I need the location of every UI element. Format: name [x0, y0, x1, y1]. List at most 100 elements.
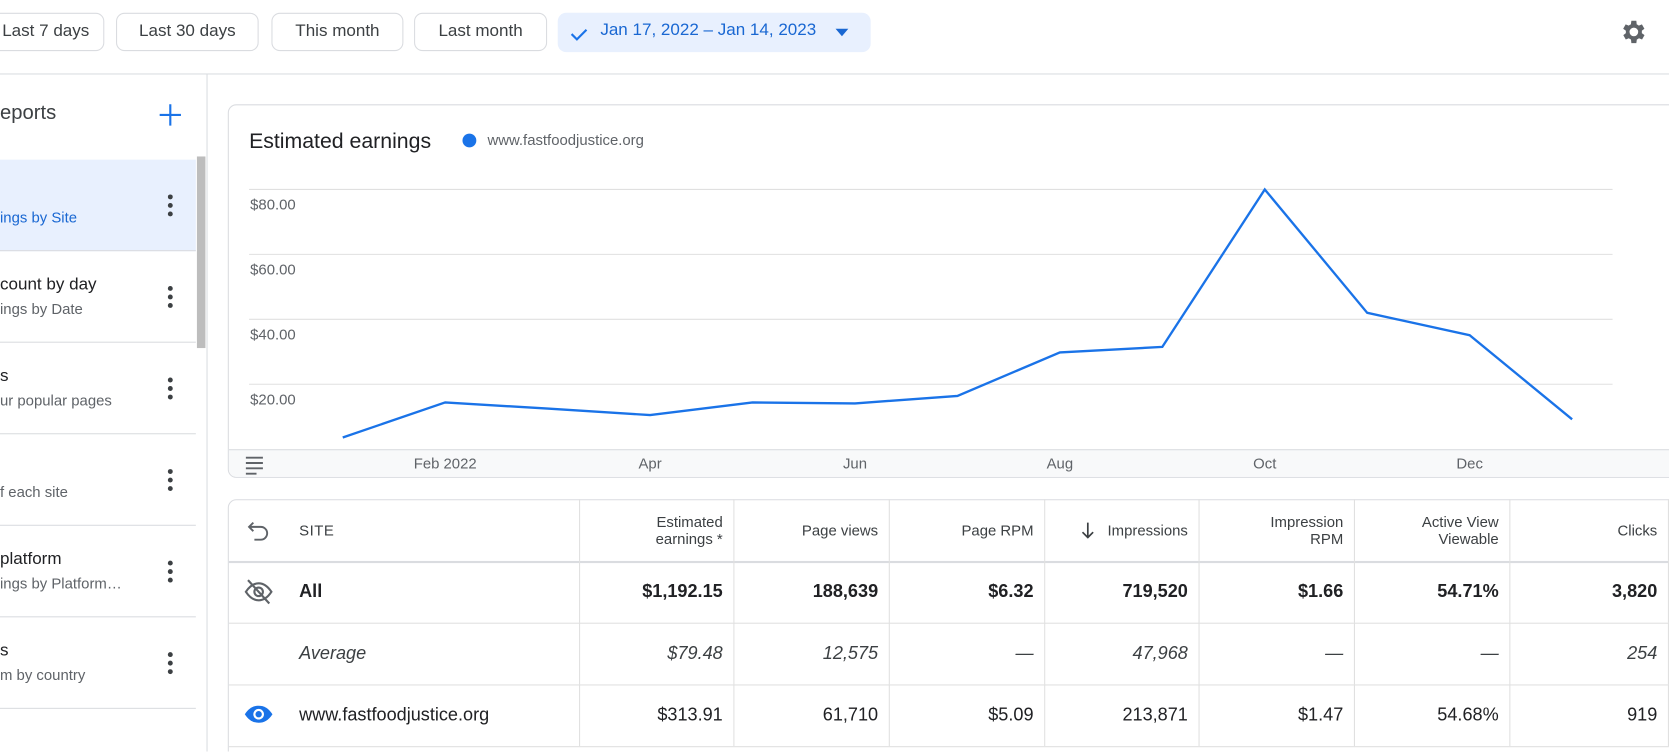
sort-icon	[1080, 522, 1095, 539]
top-divider	[0, 73, 1669, 75]
table-cell: $6.32	[890, 560, 1046, 623]
table-cell: —	[1200, 622, 1355, 685]
y-tick-label: $20.00	[250, 392, 296, 408]
table-cell: $1.47	[1200, 684, 1355, 747]
visible-icon	[244, 701, 274, 727]
table-cell: 719,520	[1045, 560, 1200, 623]
filter-button[interactable]: Last month	[414, 12, 548, 52]
report-item[interactable]	[0, 343, 196, 435]
filter-button[interactable]: This month	[271, 12, 404, 52]
date-range: Jan 17, 2022 – Jan 14, 2023	[600, 21, 817, 40]
chart-card	[227, 104, 1669, 478]
hidden-icon-glyph	[244, 579, 273, 605]
table-cell: 54.71%	[1355, 560, 1511, 623]
y-tick-label: $80.00	[250, 198, 296, 214]
x-tick-label: Feb 2022	[414, 456, 477, 472]
sort-icon-glyph	[1081, 522, 1094, 539]
sidebar-title: eports	[0, 102, 57, 125]
column-header: Page views	[734, 499, 890, 561]
table-cell: 254	[1510, 622, 1669, 685]
report-item[interactable]	[0, 251, 196, 343]
more-icon	[164, 560, 177, 583]
table-cell: —	[890, 622, 1046, 685]
report-subtitle: f each site	[0, 483, 68, 501]
date-range-button[interactable]: Jan 17, 2022 – Jan 14, 2023	[557, 12, 871, 53]
x-tick-label: Oct	[1253, 456, 1277, 472]
column-header: Impressions	[1045, 499, 1200, 561]
visible-icon-glyph	[244, 705, 273, 723]
more-icon	[164, 377, 177, 400]
table-cell: $5.09	[890, 684, 1046, 747]
y-tick-label: $60.00	[250, 263, 296, 279]
check-icon	[570, 29, 588, 41]
table-cell: 61,710	[734, 684, 890, 747]
settings-icon[interactable]	[1619, 17, 1649, 47]
filter-button[interactable]: Last 30 days	[116, 12, 259, 52]
table-cell: Average	[299, 622, 581, 685]
report-subtitle: ur popular pages	[0, 391, 112, 409]
x-tick-label: Jun	[843, 456, 867, 472]
scrollbar	[196, 156, 206, 349]
header-divider	[228, 560, 1669, 564]
report-subtitle: m by country	[0, 666, 86, 684]
table-cell: $313.91	[580, 684, 735, 747]
table-cell: 188,639	[734, 560, 890, 623]
report-item[interactable]	[0, 434, 196, 526]
more-icon-glyph	[167, 469, 173, 492]
x-tick-label: Aug	[1047, 456, 1074, 472]
legend-swatch	[462, 133, 477, 148]
table-cell: 919	[1510, 684, 1669, 747]
dropdown-icon	[835, 28, 849, 37]
table-cell: 3,820	[1510, 560, 1669, 623]
row-divider	[228, 684, 1669, 686]
column-header: Clicks	[1510, 499, 1669, 561]
table-cell: www.fastfoodjustice.org	[299, 684, 581, 747]
chart: Estimated earnings www.fastfoodjustice.or…	[245, 129, 1613, 475]
table-cell: $1.66	[1200, 560, 1355, 623]
undo-icon	[247, 518, 270, 541]
report-item[interactable]	[0, 526, 196, 618]
column-header: Estimated earnings *	[580, 499, 735, 561]
chart-title: Estimated earnings	[249, 129, 431, 153]
table-cell: —	[1355, 622, 1511, 685]
column-header: Page RPM	[890, 499, 1046, 561]
report-subtitle: ings by Platform…	[0, 574, 122, 592]
legend-label: www.fastfoodjustice.org	[486, 133, 643, 149]
undo-icon-glyph	[247, 521, 269, 541]
filter-button[interactable]: Last 7 days	[0, 12, 105, 52]
x-tick-label: Dec	[1456, 456, 1483, 472]
table-cell: $1,192.15	[580, 560, 735, 623]
y-tick-label: $40.00	[250, 328, 296, 344]
more-icon-glyph	[167, 286, 173, 308]
more-icon	[164, 651, 177, 675]
more-icon-glyph	[167, 377, 173, 400]
report-subtitle: ings by Site	[0, 208, 78, 226]
row-divider	[228, 622, 1669, 624]
table-cell: $79.48	[580, 622, 735, 685]
report-title: s	[0, 641, 9, 660]
table-cell: 47,968	[1045, 622, 1200, 685]
table-cell: 213,871	[1045, 684, 1200, 747]
table-cell: 12,575	[734, 622, 890, 685]
more-icon	[164, 285, 177, 308]
report-title: s	[0, 367, 9, 386]
table-cell: All	[299, 560, 581, 623]
report-item[interactable]	[0, 617, 196, 709]
axis-strip	[228, 449, 1669, 477]
report-item[interactable]	[0, 159, 196, 252]
legend-menu-icon	[245, 456, 263, 475]
column-header: Active View Viewable	[1355, 499, 1511, 561]
report-subtitle: ings by Date	[0, 300, 83, 318]
x-tick-label: Apr	[638, 456, 661, 472]
more-icon-glyph	[167, 560, 173, 583]
sidebar-divider	[206, 74, 208, 752]
add-icon[interactable]	[159, 103, 182, 126]
more-icon	[164, 468, 177, 492]
table-card	[227, 499, 1669, 752]
hidden-icon	[244, 578, 274, 606]
column-header: Impression RPM	[1200, 499, 1355, 561]
more-icon	[164, 194, 177, 217]
report-title: platform	[0, 550, 62, 569]
